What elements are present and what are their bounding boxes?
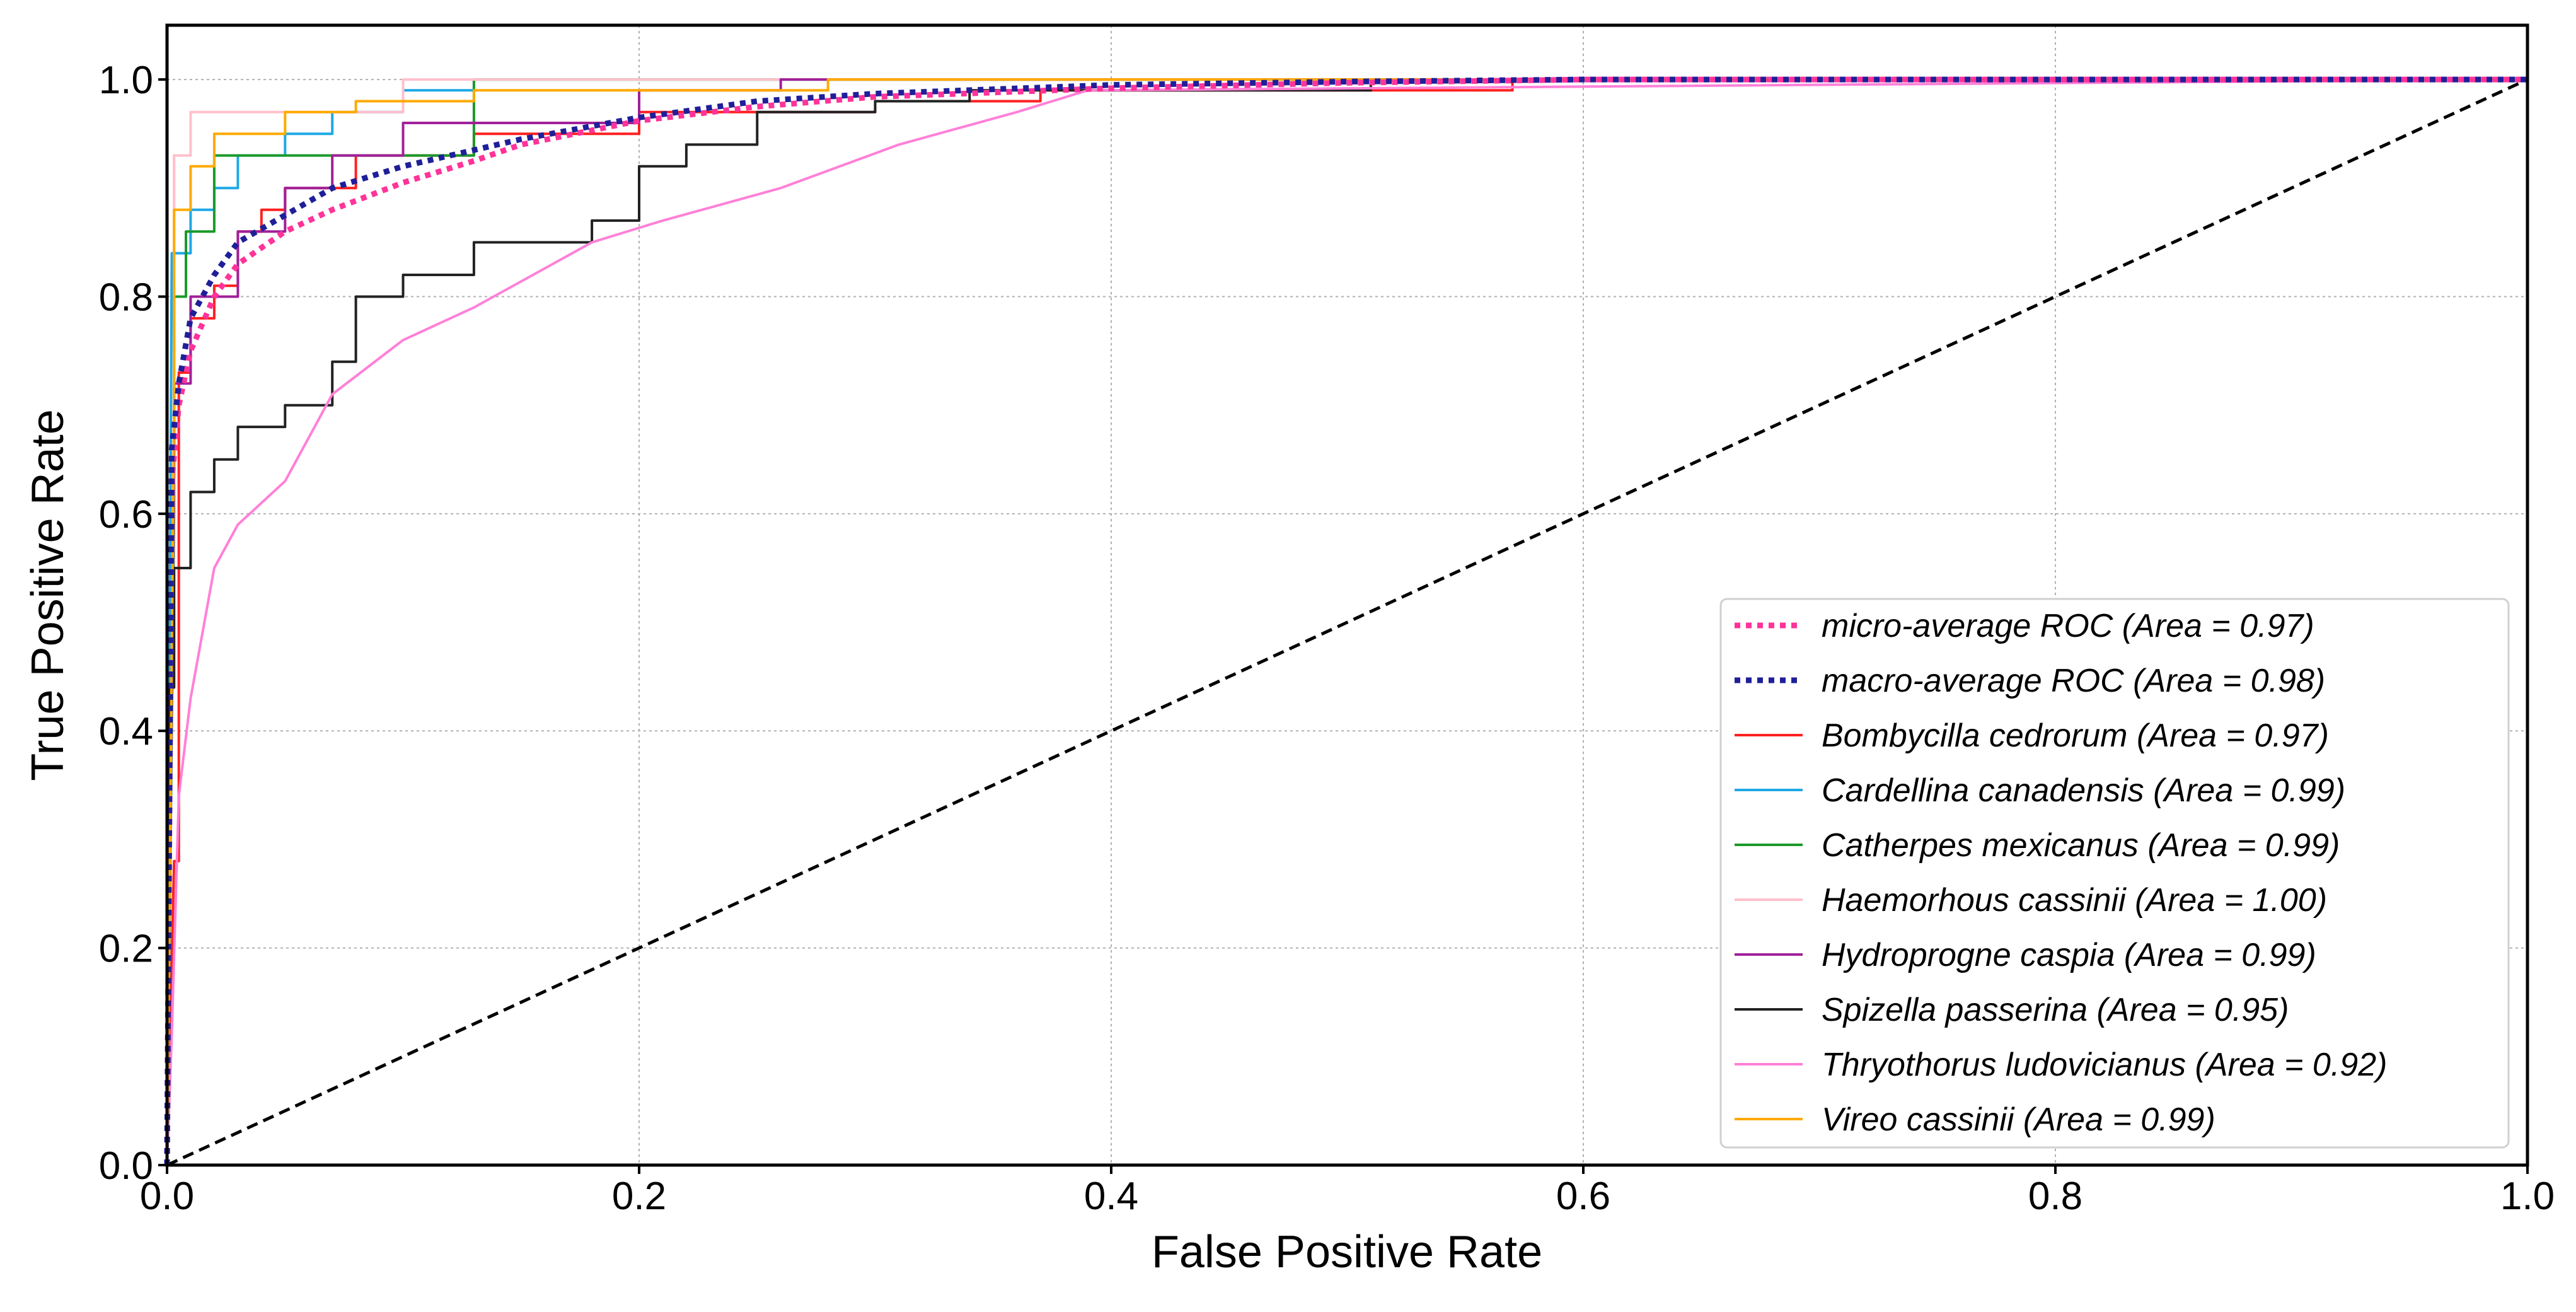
legend-box bbox=[1719, 598, 2510, 1149]
roc-curve-8 bbox=[166, 78, 2528, 1166]
chance-line bbox=[166, 78, 2529, 1167]
legend-label: Cardellina canadensis (Area = 0.99) bbox=[1822, 772, 2345, 809]
legend-label: Hydroprogne caspia (Area = 0.99) bbox=[1822, 937, 2316, 973]
legend-label: Haemorhous cassinii (Area = 1.00) bbox=[1822, 882, 2327, 919]
x-axis-label: False Positive Rate bbox=[1152, 1227, 1542, 1277]
axis-ticks: 0.0 0.2 0.4 0.6 0.8 1.0 0.0 0.2 0.4 0.6 0.8 1.0 bbox=[99, 59, 2555, 1218]
legend-label: Vireo cassinii (Area = 0.99) bbox=[1822, 1101, 2215, 1138]
y-tick-label: 0.8 bbox=[99, 276, 153, 319]
y-tick-label: 0.4 bbox=[99, 710, 153, 753]
legend-label: micro-average ROC (Area = 0.97) bbox=[1822, 608, 2314, 644]
x-tick-label: 1.0 bbox=[2500, 1175, 2555, 1218]
plot-frame bbox=[165, 23, 2529, 1167]
chance-diagonal-line bbox=[166, 78, 2529, 1167]
roc-curve-1 bbox=[164, 76, 2527, 1166]
legend-label: Catherpes mexicanus (Area = 0.99) bbox=[1822, 827, 2340, 864]
x-tick-label: 0.6 bbox=[1556, 1175, 1610, 1218]
legend-label: Spizella passerina (Area = 0.95) bbox=[1822, 992, 2289, 1028]
legend: micro-average ROC (Area = 0.97) macro-ave… bbox=[1719, 598, 2510, 1149]
roc-curve-7 bbox=[166, 78, 2527, 1166]
y-tick-label: 0.0 bbox=[99, 1144, 153, 1188]
y-tick-label: 1.0 bbox=[99, 59, 153, 102]
x-tick-label: 0.8 bbox=[2028, 1175, 2082, 1218]
legend-label: Thryothorus ludovicianus (Area = 0.92) bbox=[1822, 1047, 2387, 1083]
x-tick-label: 0.0 bbox=[140, 1175, 194, 1218]
roc-curve-9 bbox=[166, 78, 2527, 1166]
x-tick-label: 0.2 bbox=[612, 1175, 666, 1218]
x-tick-label: 0.4 bbox=[1084, 1175, 1138, 1218]
series-lines bbox=[164, 76, 2528, 1166]
y-tick-label: 0.2 bbox=[99, 927, 153, 971]
legend-label: Bombycilla cedrorum (Area = 0.97) bbox=[1822, 717, 2329, 754]
y-tick-label: 0.6 bbox=[99, 493, 153, 537]
roc-curve-0 bbox=[164, 76, 2527, 1166]
legend-label: macro-average ROC (Area = 0.98) bbox=[1822, 663, 2325, 699]
y-axis-label: True Positive Rate bbox=[23, 409, 73, 781]
